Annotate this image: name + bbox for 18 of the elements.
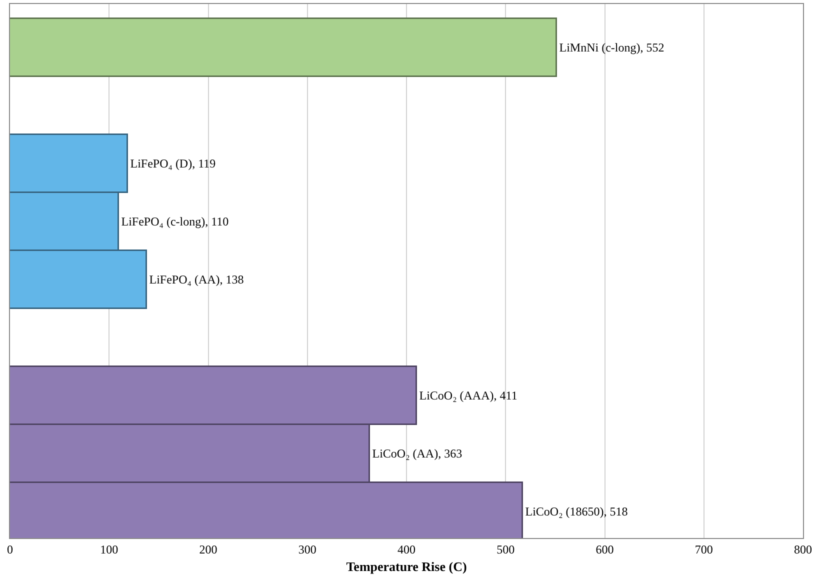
x-axis-title: Temperature Rise (C) [346, 559, 467, 574]
data-label: LiCoO₂ (18650), 518 [525, 504, 628, 518]
data-label: LiCoO₂ (AA), 363 [372, 446, 462, 460]
data-label: LiFePO₄ (c-long), 110 [121, 214, 229, 228]
x-tick-label: 600 [596, 542, 614, 556]
data-label: LiMnNi (c-long), 552 [559, 40, 664, 54]
x-tick-label: 800 [794, 542, 812, 556]
x-tick-label: 200 [199, 542, 218, 556]
bar [10, 18, 557, 77]
data-label: LiFePO₄ (D), 119 [130, 156, 216, 170]
data-label: LiCoO₂ (AAA), 411 [419, 388, 518, 402]
x-tick-label: 500 [496, 542, 515, 556]
data-label: LiFePO₄ (AA), 138 [149, 272, 244, 286]
x-tick-label: 700 [694, 542, 713, 556]
x-tick-label: 400 [398, 542, 416, 556]
x-tick-label: 100 [100, 542, 118, 556]
x-tick-label: 0 [7, 542, 13, 556]
x-tick-label: 300 [298, 542, 316, 556]
